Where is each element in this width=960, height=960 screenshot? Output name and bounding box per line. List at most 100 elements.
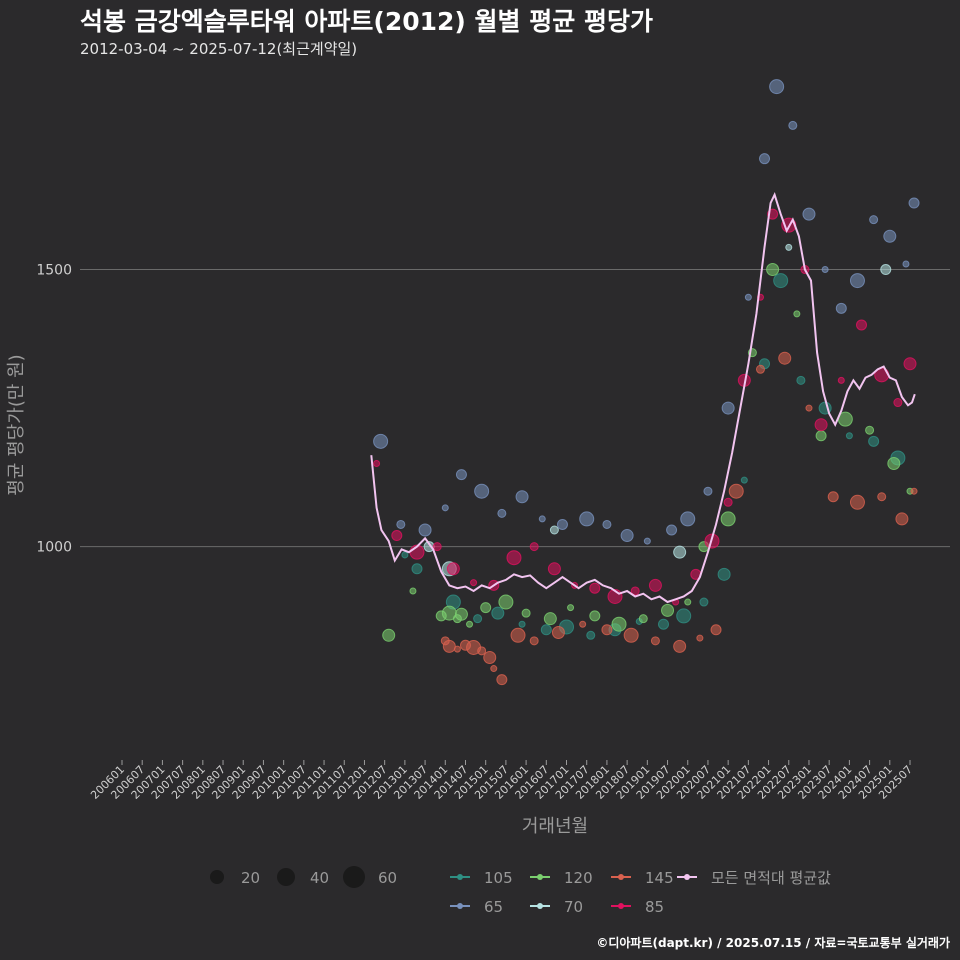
data-point-85 [903, 357, 917, 371]
data-point-120 [589, 610, 601, 622]
data-point-120 [865, 425, 875, 435]
data-point-120 [567, 604, 575, 612]
data-point-65 [788, 120, 798, 130]
data-point-65 [680, 511, 696, 527]
data-point-65 [744, 293, 752, 301]
size-legend-label: 60 [378, 869, 397, 887]
data-point-105 [699, 597, 709, 607]
data-point-85 [547, 562, 561, 576]
data-point-145 [442, 639, 456, 653]
data-point-120 [815, 430, 827, 442]
data-point-65 [821, 266, 829, 274]
data-point-105 [845, 432, 853, 440]
legend-label-average: 모든 면적대 평균값 [711, 869, 831, 887]
size-legend-label: 40 [310, 869, 329, 887]
average-price-line [370, 191, 916, 604]
data-point-145 [496, 674, 508, 686]
data-point-65 [538, 515, 546, 523]
legend-key-dot [618, 903, 624, 909]
data-point-145 [696, 634, 704, 642]
data-point-145 [623, 627, 639, 643]
data-point-65 [602, 519, 612, 529]
data-point-145 [877, 492, 887, 502]
size-legend-label: 20 [241, 869, 260, 887]
data-point-85 [589, 582, 601, 594]
data-point-145 [755, 364, 765, 374]
data-point-145 [849, 494, 865, 510]
data-point-85 [373, 459, 381, 467]
data-point-145 [728, 483, 744, 499]
data-point-145 [453, 645, 461, 653]
legend-key-dot [537, 874, 543, 880]
data-point-65 [620, 529, 634, 543]
legend-label: 145 [645, 869, 674, 887]
data-point-105 [796, 375, 806, 385]
data-point-145 [827, 491, 839, 503]
data-point-105 [411, 563, 423, 575]
legend-key-dot [457, 903, 463, 909]
data-point-120 [409, 587, 417, 595]
data-point-85 [446, 562, 460, 576]
data-point-65 [802, 207, 816, 221]
data-point-65 [396, 519, 406, 529]
data-point-145 [483, 650, 497, 664]
data-point-120 [638, 614, 648, 624]
data-point-85 [893, 398, 903, 408]
data-point-145 [601, 624, 613, 636]
source-credit: ©디아파트(dapt.kr) / 2025.07.15 / 자료=국토교통부 실… [596, 936, 950, 950]
data-point-65 [455, 469, 467, 481]
data-point-65 [418, 523, 432, 537]
y-tick-label: 1500 [36, 263, 72, 279]
data-point-65 [835, 302, 847, 314]
data-point-105 [586, 630, 596, 640]
legend-label: 70 [564, 898, 583, 916]
data-point-85 [529, 542, 539, 552]
data-point-65 [441, 504, 449, 512]
legend-label: 65 [484, 898, 503, 916]
data-point-105 [540, 624, 552, 636]
data-point-145 [579, 620, 587, 628]
data-point-65 [497, 508, 507, 518]
data-point-85 [856, 319, 868, 331]
data-point-65 [556, 518, 568, 530]
data-point-145 [910, 487, 918, 495]
data-point-65 [869, 215, 879, 225]
data-point-105 [518, 620, 526, 628]
data-point-65 [883, 229, 897, 243]
data-point-105 [740, 476, 748, 484]
chart-subtitle: 2012-03-04 ~ 2025-07-12(최근계약일) [80, 40, 358, 58]
data-point-145 [650, 636, 660, 646]
size-legend-dot [343, 866, 365, 888]
legend-key-dot [537, 903, 543, 909]
data-point-105 [401, 551, 409, 559]
data-point-85 [723, 497, 733, 507]
data-point-85 [630, 586, 640, 596]
data-point-145 [805, 404, 813, 412]
legend-label: 85 [645, 898, 664, 916]
data-point-120 [766, 263, 780, 277]
data-point-105 [717, 567, 731, 581]
data-point-65 [721, 401, 735, 415]
chart-title: 석봉 금강엑슬루타워 아파트(2012) 월별 평균 평당가 [80, 7, 653, 36]
data-point-145 [510, 627, 526, 643]
data-point-120 [661, 603, 675, 617]
data-point-145 [895, 512, 909, 526]
y-axis-title: 평균 평당가(만 원) [6, 354, 27, 495]
data-point-85 [470, 579, 478, 587]
data-point-70 [549, 525, 559, 535]
legend-label: 105 [484, 869, 513, 887]
data-point-145 [490, 665, 498, 673]
data-point-65 [474, 483, 490, 499]
data-point-105 [676, 608, 692, 624]
data-point-65 [579, 511, 595, 527]
data-point-120 [793, 310, 801, 318]
x-axis-title: 거래년월 [522, 816, 588, 837]
size-legend-dot [277, 868, 295, 886]
data-point-120 [684, 598, 692, 606]
data-point-65 [643, 537, 651, 545]
data-point-65 [703, 486, 713, 496]
data-point-120 [480, 602, 492, 614]
data-point-120 [521, 608, 531, 618]
data-point-65 [515, 490, 529, 504]
